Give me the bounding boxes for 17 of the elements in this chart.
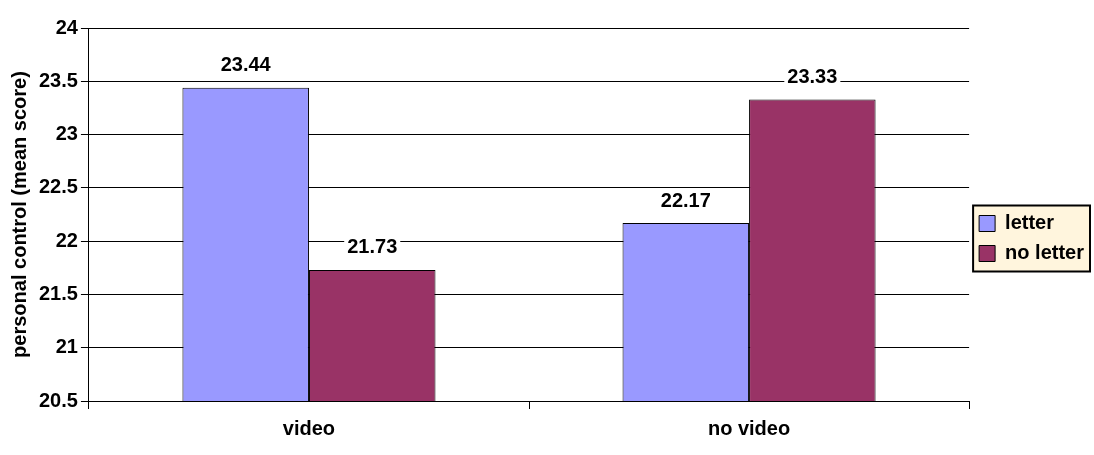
y-axis-title: personal control (mean score) [7, 71, 30, 358]
legend-label: no letter [1005, 241, 1085, 264]
y-tick-label: 23.5 [38, 68, 78, 91]
data-label: 21.73 [347, 235, 398, 258]
y-tick-label: 23 [55, 122, 78, 145]
y-tick-label: 24 [55, 15, 79, 38]
x-tick-label: no video [707, 416, 791, 439]
x-tick-label: video [282, 416, 336, 439]
y-tick-label: 22 [55, 228, 78, 251]
y-tick-label: 21 [55, 335, 78, 358]
legend-label: letter [1005, 211, 1055, 234]
data-label: 23.44 [220, 53, 272, 76]
y-tick-label: 21.5 [38, 281, 78, 304]
y-tick-label: 20.5 [38, 388, 78, 411]
data-label: 22.17 [660, 188, 711, 211]
y-tick-label: 22.5 [38, 175, 78, 198]
data-label: 23.33 [787, 64, 838, 87]
